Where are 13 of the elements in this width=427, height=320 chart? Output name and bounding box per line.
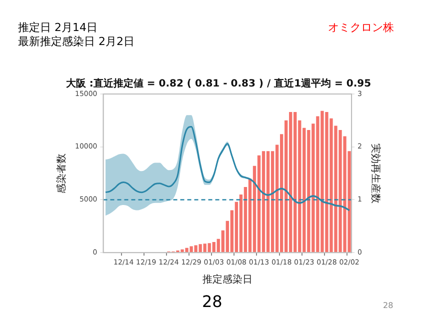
x-axis-title: 推定感染日: [202, 274, 252, 286]
y2-axis-title: 実効再生産数: [369, 143, 382, 204]
text: 最新推定感染日 2月2日: [18, 34, 134, 49]
text: オミクロン株: [328, 20, 394, 35]
y-axis-title: 感染者数: [56, 153, 68, 194]
bar: [257, 155, 261, 252]
text: 28: [202, 292, 222, 311]
bar: [262, 151, 266, 252]
text: 推定日 2月14日: [18, 20, 98, 35]
bar: [266, 151, 270, 252]
line-series: [104, 126, 350, 212]
chart-title: 大阪 :直近推定値 = 0.82 ( 0.81 - 0.83 ) / 直近1週平均 = 0.95: [64, 78, 372, 90]
text: 28: [383, 301, 394, 310]
